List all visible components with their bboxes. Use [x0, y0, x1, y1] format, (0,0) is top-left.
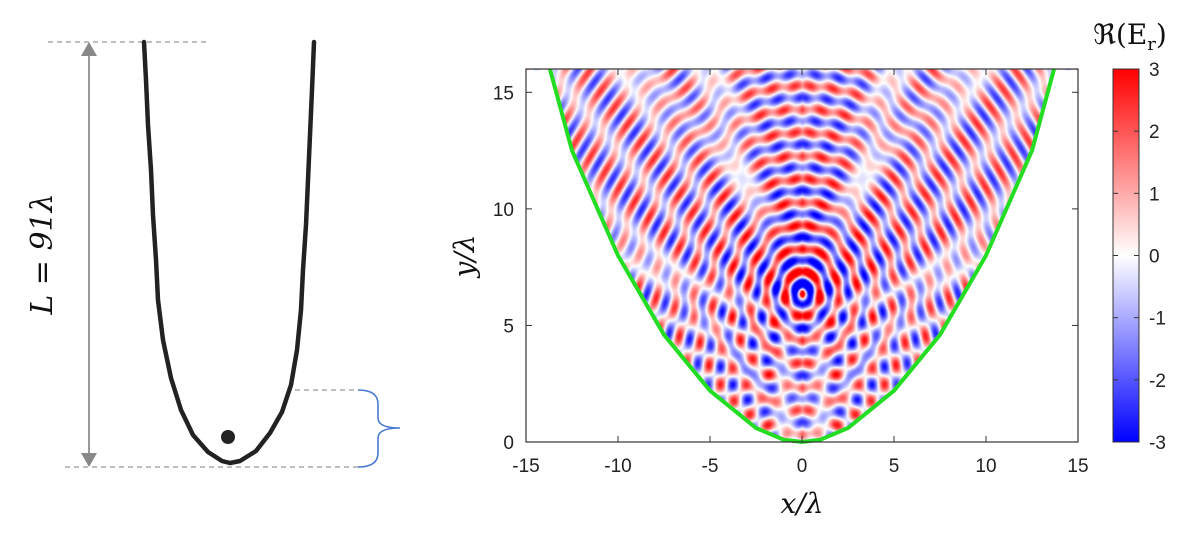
- y-axis-label: y/λ: [448, 235, 481, 280]
- x-tick-label: -10: [604, 456, 631, 477]
- colorbar-tick-label: 3: [1149, 60, 1160, 81]
- x-tick-label: 0: [797, 456, 808, 477]
- length-label: L = 91λ: [25, 193, 60, 315]
- colorbar-tick-label: -1: [1149, 309, 1166, 330]
- x-tick-label: -5: [702, 456, 719, 477]
- waveguide-diagram: L = 91λ: [25, 39, 401, 468]
- length-arrow: [81, 42, 97, 467]
- region-brace: [357, 389, 401, 468]
- source-point: [221, 430, 235, 444]
- field-chart: -15 -10 -5 0 5 10 15 0 5 10 15 x/λ y/λ: [448, 68, 1089, 520]
- colorbar: 3 2 1 0 -1 -2 -3 ℜ(Er): [1093, 18, 1167, 454]
- colorbar-tick-label: -2: [1149, 371, 1166, 392]
- waveguide-profile: [141, 39, 317, 466]
- x-tick-label: 10: [975, 456, 996, 477]
- x-tick-label: 15: [1067, 456, 1088, 477]
- y-axis-ticks: 0 5 10 15: [493, 83, 1078, 454]
- field-heatmap: [526, 69, 1078, 442]
- y-tick-label: 10: [493, 200, 514, 221]
- x-axis-label: x/λ: [781, 487, 824, 520]
- colorbar-tick-label: 2: [1149, 122, 1160, 143]
- colorbar-tick-label: 1: [1149, 184, 1160, 205]
- y-tick-label: 15: [493, 83, 514, 104]
- colorbar-label: ℜ(Er): [1093, 18, 1167, 55]
- x-tick-label: 5: [889, 456, 900, 477]
- x-axis-ticks: -15 -10 -5 0 5 10 15: [512, 69, 1089, 477]
- colorbar-tick-label: 0: [1149, 247, 1160, 268]
- x-tick-label: -15: [512, 456, 539, 477]
- colorbar-tick-label: -3: [1149, 433, 1166, 454]
- y-tick-label: 0: [503, 433, 514, 454]
- y-tick-label: 5: [503, 316, 514, 337]
- colorbar-ticks: 3 2 1 0 -1 -2 -3: [1113, 60, 1166, 454]
